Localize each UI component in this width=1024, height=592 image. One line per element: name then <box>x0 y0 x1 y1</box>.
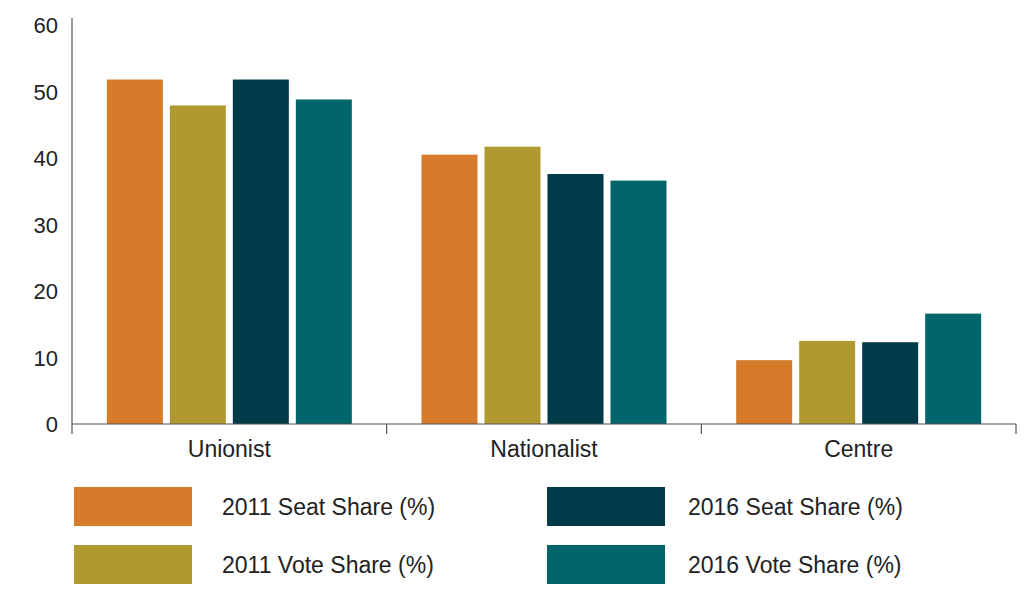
legend-swatch <box>547 545 665 584</box>
x-tick <box>71 424 72 434</box>
bar <box>736 360 792 424</box>
y-tick-label: 50 <box>34 80 58 105</box>
bar <box>485 147 541 424</box>
legend-label: 2011 Seat Share (%) <box>222 494 435 520</box>
y-tick-label: 60 <box>34 13 58 38</box>
x-axis <box>72 423 1016 424</box>
legend-swatch <box>74 545 192 584</box>
x-tick-label: Centre <box>824 436 893 462</box>
bar <box>296 99 352 424</box>
bar <box>107 80 163 424</box>
bar <box>925 314 981 424</box>
legend-swatch <box>74 487 192 526</box>
chart: 0 10 20 30 40 50 60 Unionist Nationalist Centre 20… <box>0 0 1024 592</box>
y-tick-label: 30 <box>34 213 58 238</box>
bar <box>233 80 289 424</box>
y-tick-label: 0 <box>46 412 58 437</box>
y-axis <box>71 18 72 424</box>
x-tick-label: Unionist <box>188 436 272 462</box>
legend-label: 2016 Vote Share (%) <box>688 552 902 578</box>
bar <box>548 174 604 424</box>
bar <box>862 342 918 424</box>
legend-swatch <box>547 487 665 526</box>
bar <box>170 105 226 424</box>
legend-label: 2011 Vote Share (%) <box>222 552 434 578</box>
x-tick <box>386 424 387 434</box>
x-tick-label: Nationalist <box>490 436 598 462</box>
legend-label: 2016 Seat Share (%) <box>688 494 903 520</box>
x-tick <box>1015 424 1016 434</box>
bar <box>799 341 855 424</box>
y-tick-label: 10 <box>34 346 58 371</box>
y-tick-label: 40 <box>34 146 58 171</box>
y-tick-label: 20 <box>34 279 58 304</box>
bar <box>422 155 478 424</box>
bars <box>107 80 981 424</box>
x-tick <box>701 424 702 434</box>
bar <box>611 181 667 424</box>
